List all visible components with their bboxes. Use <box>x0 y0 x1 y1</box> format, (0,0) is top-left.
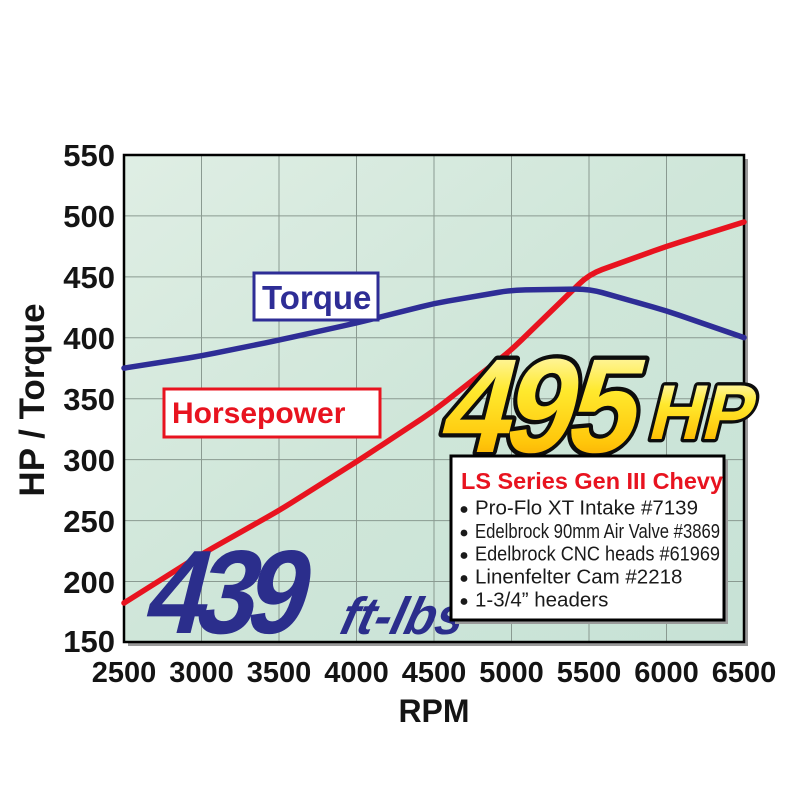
svg-text:5000: 5000 <box>479 657 544 689</box>
svg-text:2500: 2500 <box>92 657 157 689</box>
svg-text:400: 400 <box>63 321 115 356</box>
svg-text:Linenfelter Cam #2218: Linenfelter Cam #2218 <box>475 566 682 589</box>
svg-text:1-3/4” headers: 1-3/4” headers <box>475 589 608 612</box>
svg-text:350: 350 <box>63 382 115 417</box>
svg-text:Horsepower: Horsepower <box>172 397 346 430</box>
svg-text:450: 450 <box>63 260 115 295</box>
svg-text:HP / Torque: HP / Torque <box>13 303 52 496</box>
svg-text:5500: 5500 <box>557 657 622 689</box>
svg-text:6000: 6000 <box>634 657 699 689</box>
svg-text:200: 200 <box>63 565 115 600</box>
svg-text:Pro-Flo XT Intake #7139: Pro-Flo XT Intake #7139 <box>475 497 698 520</box>
svg-text:3500: 3500 <box>247 657 312 689</box>
svg-text:Edelbrock CNC heads #61969: Edelbrock CNC heads #61969 <box>475 543 720 566</box>
svg-text:4000: 4000 <box>324 657 389 689</box>
svg-text:4500: 4500 <box>402 657 467 689</box>
svg-text:HP: HP <box>642 369 766 456</box>
svg-text:6500: 6500 <box>712 657 777 689</box>
svg-text:500: 500 <box>63 199 115 234</box>
svg-text:250: 250 <box>63 504 115 539</box>
svg-text:300: 300 <box>63 443 115 478</box>
svg-text:Edelbrock 90mm Air Valve #3869: Edelbrock 90mm Air Valve #3869 <box>475 520 720 543</box>
svg-text:LS Series Gen III Chevy: LS Series Gen III Chevy <box>461 468 723 494</box>
svg-text:150: 150 <box>63 624 115 659</box>
svg-text:RPM: RPM <box>398 693 469 729</box>
svg-text:3000: 3000 <box>169 657 234 689</box>
svg-text:550: 550 <box>63 138 115 173</box>
svg-text:Torque: Torque <box>262 279 371 316</box>
